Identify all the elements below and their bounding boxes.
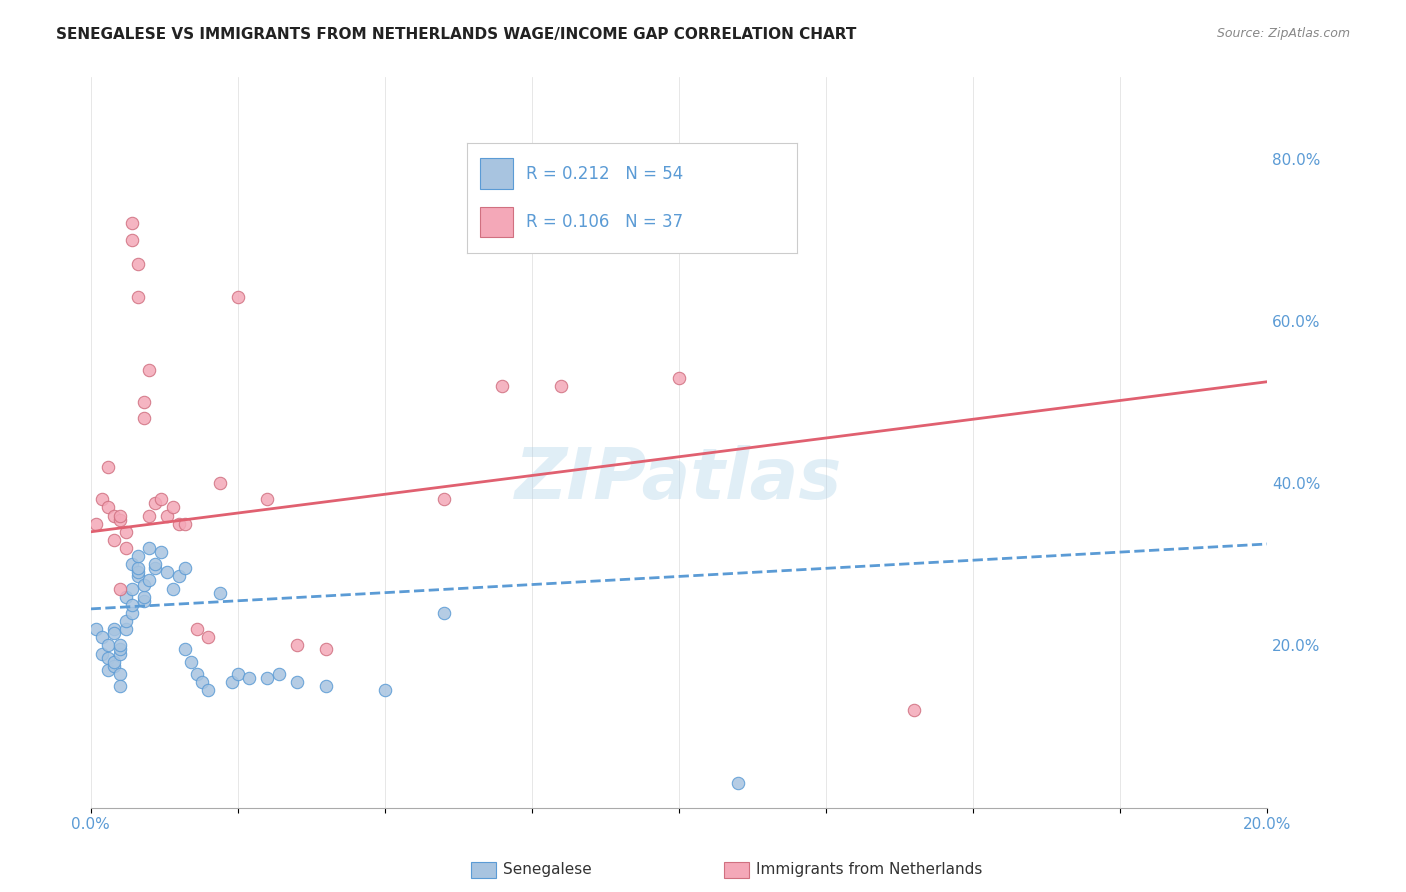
Point — [162, 500, 184, 515]
Point — [173, 516, 195, 531]
Point — [132, 594, 155, 608]
Point — [108, 642, 131, 657]
Point — [167, 516, 190, 531]
Point — [138, 508, 160, 523]
Point — [197, 630, 219, 644]
Point — [285, 674, 308, 689]
Point — [550, 378, 572, 392]
Point — [138, 574, 160, 588]
Point — [374, 683, 396, 698]
Point — [127, 549, 149, 563]
Point — [91, 630, 114, 644]
Point — [127, 257, 149, 271]
Point — [127, 566, 149, 580]
Point — [86, 516, 108, 531]
Point — [433, 606, 456, 620]
Point — [121, 606, 143, 620]
Point — [121, 598, 143, 612]
Point — [285, 639, 308, 653]
Point — [209, 476, 232, 491]
Point — [121, 558, 143, 572]
Text: ZIPatlas: ZIPatlas — [515, 444, 842, 514]
Point — [226, 666, 249, 681]
Point — [127, 569, 149, 583]
Point — [903, 703, 925, 717]
Point — [97, 459, 120, 474]
Point — [256, 671, 278, 685]
Point — [143, 561, 166, 575]
Point — [727, 776, 749, 790]
Point — [108, 582, 131, 596]
Point — [108, 639, 131, 653]
Point — [191, 674, 214, 689]
Point — [103, 508, 125, 523]
Text: SENEGALESE VS IMMIGRANTS FROM NETHERLANDS WAGE/INCOME GAP CORRELATION CHART: SENEGALESE VS IMMIGRANTS FROM NETHERLAND… — [56, 27, 856, 42]
Point — [97, 663, 120, 677]
Point — [221, 674, 243, 689]
Point — [103, 622, 125, 636]
Point — [315, 642, 337, 657]
Point — [491, 378, 513, 392]
Point — [150, 545, 173, 559]
Point — [132, 577, 155, 591]
Point — [115, 524, 138, 539]
Point — [103, 626, 125, 640]
Point — [143, 558, 166, 572]
Point — [209, 585, 232, 599]
Point — [143, 496, 166, 510]
Point — [115, 614, 138, 628]
Point — [132, 411, 155, 425]
Point — [186, 666, 208, 681]
Point — [103, 658, 125, 673]
Point — [91, 647, 114, 661]
Point — [97, 639, 120, 653]
Point — [115, 541, 138, 555]
Point — [173, 561, 195, 575]
Point — [162, 582, 184, 596]
Point — [132, 395, 155, 409]
Point — [315, 679, 337, 693]
Point — [267, 666, 290, 681]
Point — [91, 492, 114, 507]
Point — [150, 492, 173, 507]
Point — [115, 622, 138, 636]
Point — [226, 289, 249, 303]
Point — [167, 569, 190, 583]
Point — [97, 650, 120, 665]
Point — [238, 671, 260, 685]
Point — [156, 566, 179, 580]
Point — [156, 508, 179, 523]
Point — [108, 679, 131, 693]
Point — [138, 541, 160, 555]
Text: Source: ZipAtlas.com: Source: ZipAtlas.com — [1216, 27, 1350, 40]
Point — [256, 492, 278, 507]
Text: Immigrants from Netherlands: Immigrants from Netherlands — [756, 863, 983, 877]
Point — [668, 370, 690, 384]
Point — [103, 533, 125, 547]
Point — [127, 561, 149, 575]
Point — [97, 500, 120, 515]
Point — [108, 666, 131, 681]
Point — [108, 647, 131, 661]
Point — [180, 655, 202, 669]
Point — [132, 590, 155, 604]
Point — [121, 233, 143, 247]
Point — [103, 655, 125, 669]
Text: Senegalese: Senegalese — [503, 863, 592, 877]
Point — [197, 683, 219, 698]
Point — [127, 289, 149, 303]
Point — [86, 622, 108, 636]
Point — [433, 492, 456, 507]
Point — [138, 362, 160, 376]
Point — [121, 217, 143, 231]
Point — [108, 513, 131, 527]
Point — [173, 642, 195, 657]
Point — [115, 590, 138, 604]
Point — [186, 622, 208, 636]
Point — [108, 508, 131, 523]
Point — [121, 582, 143, 596]
